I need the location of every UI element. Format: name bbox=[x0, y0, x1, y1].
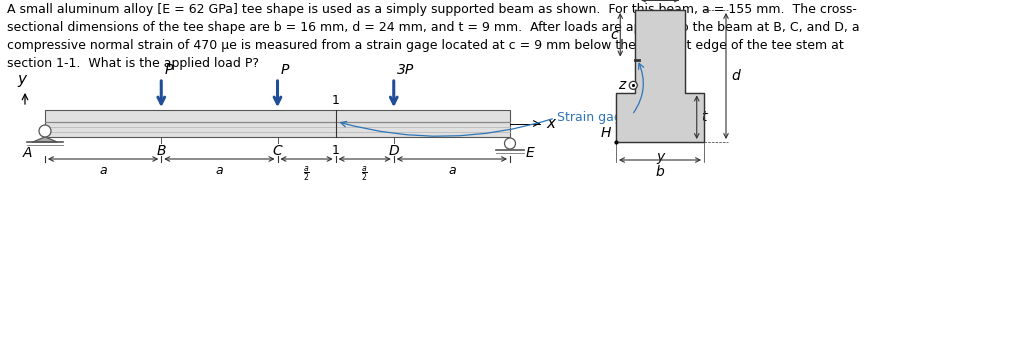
Circle shape bbox=[629, 81, 637, 89]
Text: y: y bbox=[656, 150, 664, 164]
Text: B: B bbox=[156, 144, 166, 158]
Polygon shape bbox=[616, 10, 704, 142]
Text: C: C bbox=[272, 144, 282, 158]
Text: z: z bbox=[618, 78, 625, 92]
Text: a: a bbox=[448, 164, 456, 177]
Text: c: c bbox=[611, 28, 619, 42]
Circle shape bbox=[39, 125, 51, 137]
Text: D: D bbox=[388, 144, 399, 158]
Text: $\frac{a}{2}$: $\frac{a}{2}$ bbox=[303, 164, 310, 183]
Text: P: P bbox=[165, 63, 173, 77]
Text: A: A bbox=[22, 146, 31, 160]
Text: a: a bbox=[215, 164, 224, 177]
Circle shape bbox=[505, 138, 515, 149]
Text: E: E bbox=[526, 146, 534, 160]
Text: Strain gage: Strain gage bbox=[557, 111, 630, 125]
Text: t: t bbox=[701, 110, 706, 124]
Text: A small aluminum alloy [E = 62 GPa] tee shape is used as a simply supported beam: A small aluminum alloy [E = 62 GPa] tee … bbox=[7, 3, 860, 70]
Text: a: a bbox=[100, 164, 107, 177]
Text: P: P bbox=[280, 63, 289, 77]
Text: b: b bbox=[655, 165, 664, 179]
Text: $\frac{a}{2}$: $\frac{a}{2}$ bbox=[362, 164, 368, 183]
Text: H: H bbox=[600, 126, 611, 140]
Text: y: y bbox=[17, 72, 26, 87]
Text: x: x bbox=[546, 116, 555, 131]
Text: d: d bbox=[731, 69, 740, 83]
Text: 3P: 3P bbox=[397, 63, 414, 77]
Polygon shape bbox=[33, 137, 57, 142]
Bar bbox=[45, 110, 510, 137]
Text: 1: 1 bbox=[331, 144, 339, 157]
Text: 1: 1 bbox=[331, 94, 339, 107]
